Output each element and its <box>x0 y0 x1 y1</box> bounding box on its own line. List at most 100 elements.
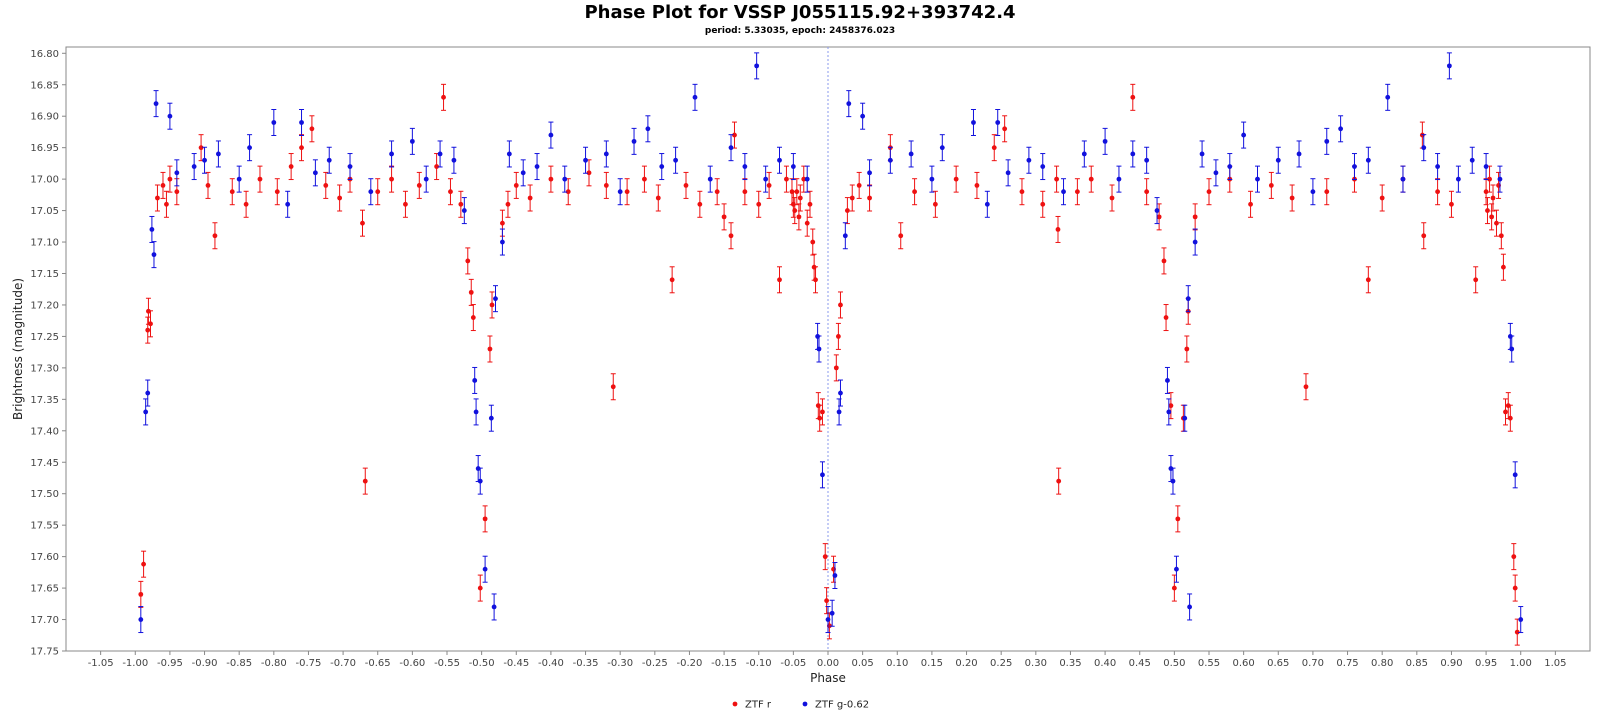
data-point <box>1446 52 1452 80</box>
data-point-marker <box>1469 157 1475 163</box>
data-point-marker <box>1192 239 1198 245</box>
data-point-marker <box>416 183 422 188</box>
data-point-marker <box>1061 189 1066 195</box>
data-point <box>908 140 914 168</box>
x-axis-label: Phase <box>810 671 846 685</box>
data-point <box>777 266 783 294</box>
data-point <box>1498 222 1504 250</box>
data-point <box>1489 203 1495 231</box>
x-tick-label: -0.20 <box>677 658 703 669</box>
data-point <box>1074 178 1080 206</box>
data-point-marker <box>1040 201 1046 207</box>
data-point-marker <box>856 183 862 188</box>
data-point-marker <box>912 189 917 195</box>
data-point <box>1026 146 1032 174</box>
data-point <box>783 165 789 193</box>
data-point <box>1055 215 1061 243</box>
data-point-marker <box>285 201 291 207</box>
x-tick-label: -0.05 <box>780 658 806 669</box>
data-point-marker <box>138 617 144 622</box>
y-tick-label: 17.20 <box>30 300 59 311</box>
y-tick-label: 17.00 <box>30 175 59 186</box>
data-point <box>1227 153 1233 181</box>
data-point <box>198 134 204 162</box>
data-point-marker <box>337 195 343 201</box>
data-point-marker <box>1509 346 1515 352</box>
data-point-marker <box>468 289 474 295</box>
x-tick-label: 0.85 <box>1406 658 1428 669</box>
data-point-marker <box>1102 138 1108 144</box>
data-point-marker <box>1161 258 1167 264</box>
x-tick-label: 0.60 <box>1233 658 1255 669</box>
data-point <box>447 178 453 206</box>
data-point <box>801 165 807 193</box>
data-point-marker <box>1489 214 1495 220</box>
data-point-marker <box>908 151 914 157</box>
data-point-marker <box>562 176 568 182</box>
x-tick-label: 0.95 <box>1475 658 1497 669</box>
data-point-marker <box>1185 296 1191 302</box>
data-point <box>458 190 464 218</box>
data-point-marker <box>583 157 588 163</box>
data-point-marker <box>527 195 533 201</box>
data-point-marker <box>603 183 609 188</box>
data-point-marker <box>1199 151 1205 157</box>
data-point-marker <box>506 151 512 157</box>
data-point <box>1156 203 1162 231</box>
data-point <box>1173 555 1179 583</box>
data-point-marker <box>836 409 842 415</box>
data-point-marker <box>160 183 166 188</box>
data-point-marker <box>984 201 990 207</box>
data-point-marker <box>898 233 904 239</box>
data-point <box>1199 140 1205 168</box>
data-point-marker <box>347 164 353 169</box>
data-point-marker <box>669 277 675 283</box>
data-point-marker <box>500 220 505 226</box>
data-point <box>645 115 651 143</box>
data-point-marker <box>1175 516 1181 522</box>
data-point <box>1088 165 1094 193</box>
data-point <box>1469 146 1475 174</box>
data-point <box>673 146 679 174</box>
data-point-marker <box>1005 170 1011 176</box>
data-point <box>1511 543 1517 571</box>
data-point-marker <box>271 120 277 125</box>
data-point-marker <box>1187 604 1193 610</box>
data-point-marker <box>1192 214 1198 220</box>
data-point-marker <box>1385 94 1391 100</box>
data-point <box>1435 153 1441 181</box>
data-point <box>825 606 831 634</box>
x-tick-label: 1.00 <box>1510 658 1532 669</box>
data-point-marker <box>631 138 637 144</box>
data-point <box>437 140 443 168</box>
data-point-marker <box>1130 94 1136 100</box>
data-point-marker <box>797 195 803 201</box>
data-point-marker <box>477 585 483 591</box>
data-point-marker <box>1174 566 1179 572</box>
data-point-marker <box>493 296 498 302</box>
data-point-marker <box>728 145 734 151</box>
data-point-marker <box>813 277 818 283</box>
data-point <box>205 171 211 199</box>
data-point-marker <box>174 189 180 195</box>
x-tick-label: 0.35 <box>1059 658 1081 669</box>
y-tick-label: 17.05 <box>30 206 59 217</box>
data-point <box>721 203 727 231</box>
x-tick-label: -0.25 <box>642 658 668 669</box>
data-point <box>473 398 479 426</box>
data-point <box>337 184 343 212</box>
data-point-marker <box>1184 346 1190 352</box>
data-point-marker <box>1518 617 1524 622</box>
x-tick-label: -0.60 <box>399 658 425 669</box>
data-point-marker <box>491 604 497 610</box>
data-point-marker <box>1338 126 1344 132</box>
data-point-marker <box>274 189 280 195</box>
data-point <box>1206 178 1212 206</box>
y-tick-label: 17.30 <box>30 363 59 374</box>
data-point-marker <box>458 201 464 207</box>
data-point <box>271 109 277 136</box>
data-point <box>1002 115 1008 143</box>
data-point <box>461 197 467 225</box>
x-tick-label: -0.85 <box>226 658 252 669</box>
data-point-marker <box>257 176 263 182</box>
